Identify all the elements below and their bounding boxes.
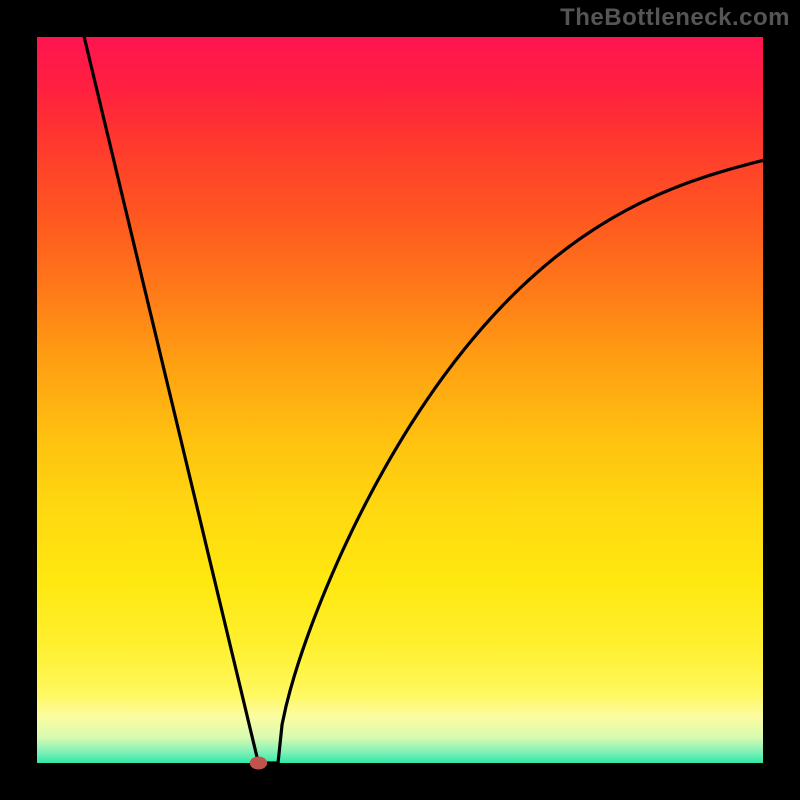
plot-background [37, 37, 763, 763]
minimum-marker [250, 756, 267, 769]
chart-container: TheBottleneck.com [0, 0, 800, 800]
watermark-text: TheBottleneck.com [560, 4, 790, 32]
plot-svg [0, 0, 800, 800]
